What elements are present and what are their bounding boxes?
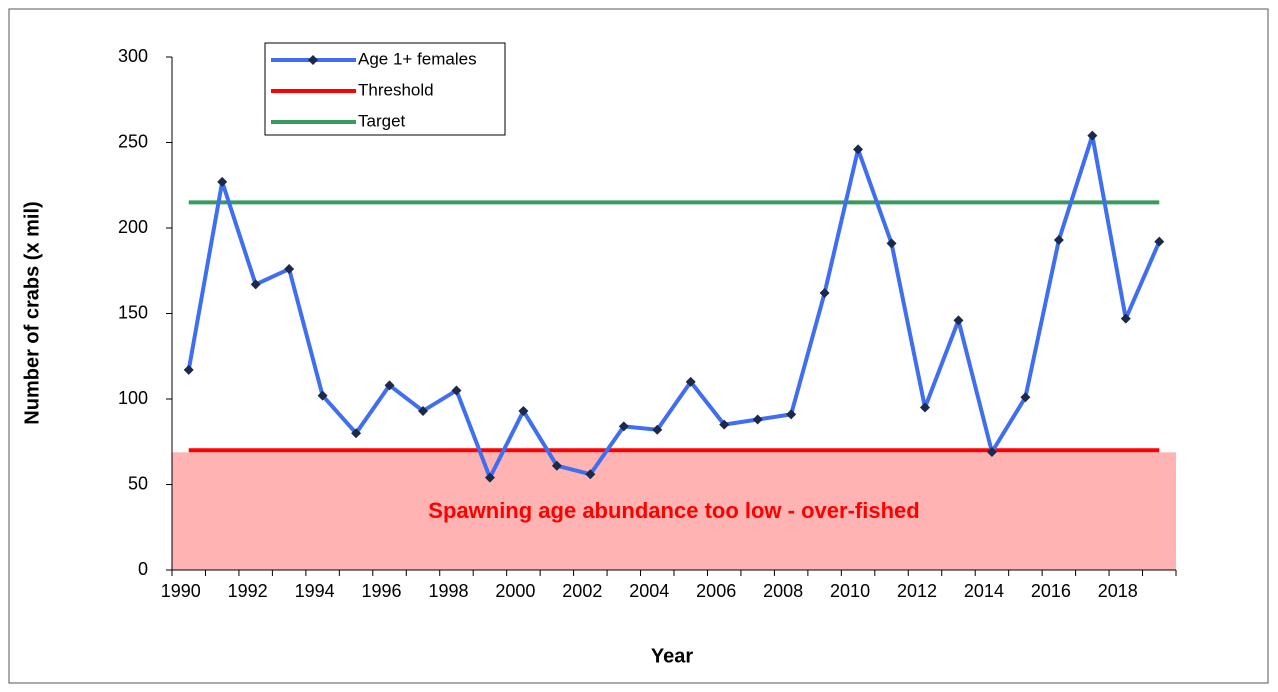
data-point [250,279,261,290]
x-tick-label: 2002 [562,581,602,601]
annotation: Spawning age abundance too low - over-fi… [428,498,919,523]
x-tick-label: 1994 [295,581,335,601]
data-point [484,472,495,483]
x-tick-label: 1990 [161,581,201,601]
y-axis-label: Number of crabs (x mil) [21,201,43,424]
data-point [853,144,864,155]
x-tick-label: 2014 [964,581,1004,601]
legend-label: Target [358,111,406,130]
x-tick-label: 2004 [629,581,669,601]
data-point [819,287,830,298]
x-tick-label: 2006 [696,581,736,601]
data-point [953,315,964,326]
data-point [685,376,696,387]
x-tick-label: 2016 [1031,581,1071,601]
y-tick-label: 0 [138,559,148,579]
x-tick-label: 1996 [362,581,402,601]
y-tick-label: 300 [118,46,148,66]
data-point [1020,392,1031,403]
y-tick-label: 100 [118,388,148,408]
data-point [518,405,529,416]
series-line [186,133,1162,480]
legend-label: Age 1+ females [358,49,477,68]
data-point [1154,236,1165,247]
x-tick-label: 2018 [1098,581,1138,601]
x-tick-label: 2000 [495,581,535,601]
y-tick-label: 50 [128,473,148,493]
overfished-region [172,452,1176,570]
y-tick-label: 200 [118,217,148,237]
data-point [618,421,629,432]
data-point [451,385,462,396]
x-tick-label: 2012 [897,581,937,601]
x-tick-label: 1992 [228,581,268,601]
data-point [986,447,997,458]
data-point [786,409,797,420]
x-tick-label: 2008 [763,581,803,601]
frame [8,8,1269,684]
data-point [1053,234,1064,245]
data-point [752,414,763,425]
x-tick-label: 1998 [428,581,468,601]
data-point [652,424,663,435]
data-point [1087,130,1098,141]
data-point [585,469,596,480]
y-tick-label: 150 [118,302,148,322]
data-point [551,460,562,471]
data-point [1120,313,1131,324]
x-axis-label: Year [651,645,693,667]
y-tick-label: 250 [118,131,148,151]
data-point [418,405,428,416]
data-point [384,380,395,391]
x-tick-label: 2010 [830,581,870,601]
data-point [284,264,295,275]
data-point [920,402,930,413]
data-point [719,419,730,430]
legend-marker [308,55,318,65]
legend-label: Threshold [358,80,434,99]
data-point [183,364,194,375]
data-point [317,390,328,401]
data-point [217,176,228,187]
data-point [886,238,897,249]
data-point [351,428,362,439]
